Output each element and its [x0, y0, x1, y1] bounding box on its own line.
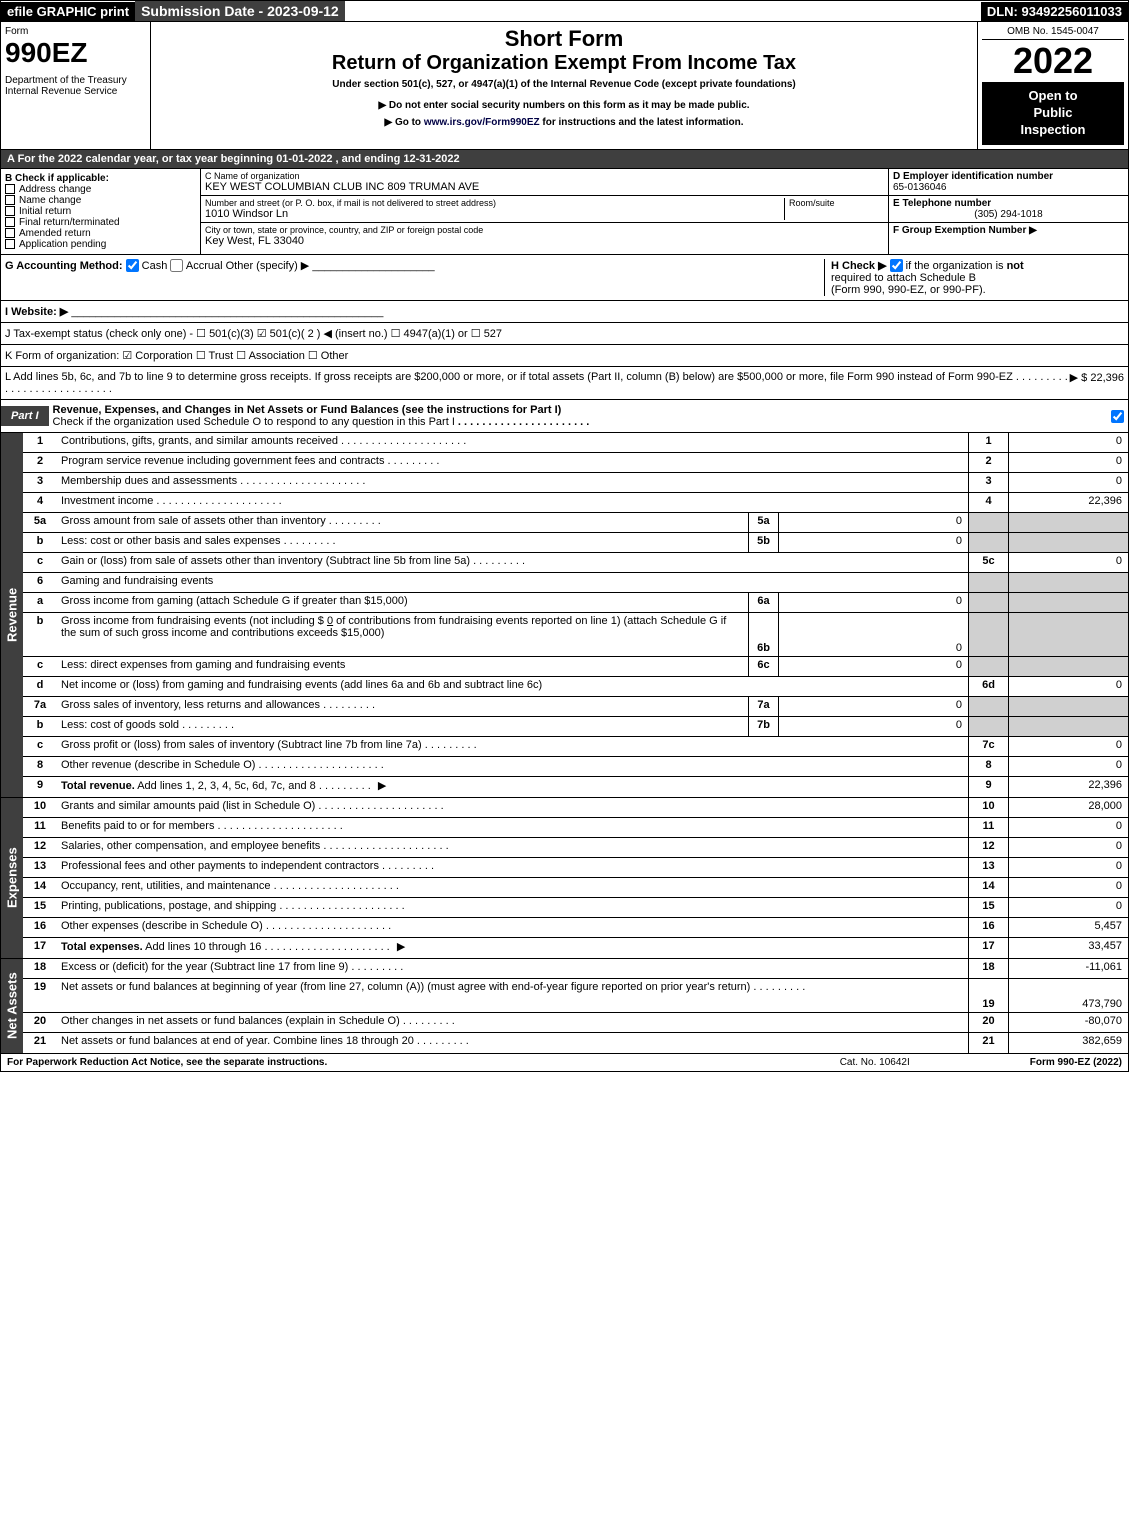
- part1-chk-line: Check if the organization used Schedule …: [53, 416, 455, 428]
- ssn-warning: ▶ Do not enter social security numbers o…: [155, 100, 973, 111]
- l-line: L Add lines 5b, 6c, and 7b to line 9 to …: [0, 367, 1129, 400]
- val-20: -80,070: [1008, 1013, 1128, 1032]
- val-1: 0: [1008, 433, 1128, 452]
- goto-link[interactable]: ▶ Go to www.irs.gov/Form990EZ for instru…: [155, 117, 973, 128]
- col-d: D Employer identification number 65-0136…: [888, 169, 1128, 254]
- val-9: 22,396: [1008, 777, 1128, 797]
- side-revenue: Revenue: [1, 433, 23, 797]
- val-21: 382,659: [1008, 1033, 1128, 1053]
- org-name: KEY WEST COLUMBIAN CLUB INC 809 TRUMAN A…: [205, 181, 884, 193]
- val-7c: 0: [1008, 737, 1128, 756]
- ein-value: 65-0136046: [893, 182, 1124, 193]
- submission-date: Submission Date - 2023-09-12: [135, 1, 345, 21]
- val-5b: 0: [778, 533, 968, 552]
- omb-number: OMB No. 1545-0047: [982, 26, 1124, 40]
- val-17: 33,457: [1008, 938, 1128, 958]
- form-ref: Form 990-EZ (2022): [1030, 1057, 1122, 1068]
- org-street: 1010 Windsor Ln: [205, 208, 784, 220]
- col-c: C Name of organization KEY WEST COLUMBIA…: [201, 169, 888, 254]
- dln-label: DLN: 93492256011033: [981, 2, 1128, 21]
- val-3: 0: [1008, 473, 1128, 492]
- irs-label: Internal Revenue Service: [5, 86, 146, 97]
- expenses-block: Expenses 10Grants and similar amounts pa…: [0, 798, 1129, 959]
- val-10: 28,000: [1008, 798, 1128, 817]
- efile-label[interactable]: efile GRAPHIC print: [1, 2, 135, 21]
- gross-receipts: $ 22,396: [1081, 372, 1124, 384]
- col-b: B Check if applicable: Address change Na…: [1, 169, 201, 254]
- form-header: Form 990EZ Department of the Treasury In…: [0, 22, 1129, 150]
- val-11: 0: [1008, 818, 1128, 837]
- side-netassets: Net Assets: [1, 959, 23, 1053]
- chk-name[interactable]: [5, 195, 15, 205]
- val-5a: 0: [778, 513, 968, 532]
- chk-address[interactable]: [5, 184, 15, 194]
- val-2: 0: [1008, 453, 1128, 472]
- part1-chk[interactable]: [1111, 410, 1124, 423]
- form-word: Form: [5, 26, 146, 37]
- chk-amended[interactable]: [5, 228, 15, 238]
- val-15: 0: [1008, 898, 1128, 917]
- c-street-label: Number and street (or P. O. box, if mail…: [205, 198, 784, 208]
- return-title: Return of Organization Exempt From Incom…: [155, 52, 973, 75]
- val-19: 473,790: [1008, 979, 1128, 1012]
- paperwork-notice: For Paperwork Reduction Act Notice, see …: [7, 1057, 327, 1068]
- val-13: 0: [1008, 858, 1128, 877]
- val-5c: 0: [1008, 553, 1128, 572]
- val-6c: 0: [778, 657, 968, 676]
- b-title: B Check if applicable:: [5, 173, 196, 184]
- f-group-label: F Group Exemption Number ▶: [893, 225, 1124, 236]
- val-16: 5,457: [1008, 918, 1128, 937]
- dept-label: Department of the Treasury: [5, 75, 146, 86]
- chk-initial[interactable]: [5, 206, 15, 216]
- org-city: Key West, FL 33040: [205, 235, 884, 247]
- tax-year: 2022: [982, 40, 1124, 82]
- form-number: 990EZ: [5, 37, 146, 69]
- chk-h[interactable]: [890, 259, 903, 272]
- j-tax-status: J Tax-exempt status (check only one) - ☐…: [0, 323, 1129, 345]
- irs-url[interactable]: www.irs.gov/Form990EZ: [424, 117, 540, 128]
- chk-final[interactable]: [5, 217, 15, 227]
- cat-no: Cat. No. 10642I: [840, 1057, 910, 1068]
- val-8: 0: [1008, 757, 1128, 776]
- part1-tab: Part I: [1, 406, 49, 426]
- bcd-block: B Check if applicable: Address change Na…: [0, 169, 1129, 255]
- part1-title: Revenue, Expenses, and Changes in Net As…: [53, 404, 562, 416]
- side-expenses: Expenses: [1, 798, 23, 958]
- page-footer: For Paperwork Reduction Act Notice, see …: [0, 1054, 1129, 1072]
- room-label: Room/suite: [784, 198, 884, 220]
- chk-accrual[interactable]: [170, 259, 183, 272]
- d-ein-label: D Employer identification number: [893, 171, 1124, 182]
- netassets-block: Net Assets 18Excess or (deficit) for the…: [0, 959, 1129, 1054]
- c-name-label: C Name of organization: [205, 171, 884, 181]
- val-6a: 0: [778, 593, 968, 612]
- section-a-period: A For the 2022 calendar year, or tax yea…: [0, 150, 1129, 169]
- gh-row: G Accounting Method: Cash Accrual Other …: [0, 255, 1129, 302]
- part1-header: Part I Revenue, Expenses, and Changes in…: [0, 400, 1129, 433]
- i-website: I Website: ▶ ___________________________…: [0, 301, 1129, 323]
- val-7a: 0: [778, 697, 968, 716]
- phone-value: (305) 294-1018: [893, 209, 1124, 220]
- chk-cash[interactable]: [126, 259, 139, 272]
- g-label: G Accounting Method:: [5, 260, 123, 272]
- val-6b: 0: [778, 613, 968, 656]
- e-phone-label: E Telephone number: [893, 198, 1124, 209]
- val-14: 0: [1008, 878, 1128, 897]
- short-form-title: Short Form: [155, 26, 973, 52]
- k-form-org: K Form of organization: ☑ Corporation ☐ …: [0, 345, 1129, 367]
- val-4: 22,396: [1008, 493, 1128, 512]
- val-7b: 0: [778, 717, 968, 736]
- c-city-label: City or town, state or province, country…: [205, 225, 884, 235]
- chk-pending[interactable]: [5, 239, 15, 249]
- val-6d: 0: [1008, 677, 1128, 696]
- top-bar: efile GRAPHIC print Submission Date - 20…: [0, 0, 1129, 22]
- under-section: Under section 501(c), 527, or 4947(a)(1)…: [155, 79, 973, 90]
- val-18: -11,061: [1008, 959, 1128, 978]
- open-public-box: Open to Public Inspection: [982, 82, 1124, 145]
- val-12: 0: [1008, 838, 1128, 857]
- revenue-block: Revenue 1Contributions, gifts, grants, a…: [0, 433, 1129, 798]
